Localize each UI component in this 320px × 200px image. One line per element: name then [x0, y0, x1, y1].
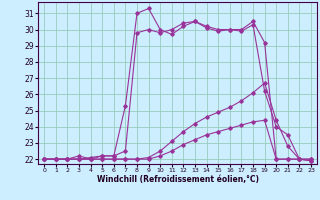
X-axis label: Windchill (Refroidissement éolien,°C): Windchill (Refroidissement éolien,°C): [97, 175, 259, 184]
